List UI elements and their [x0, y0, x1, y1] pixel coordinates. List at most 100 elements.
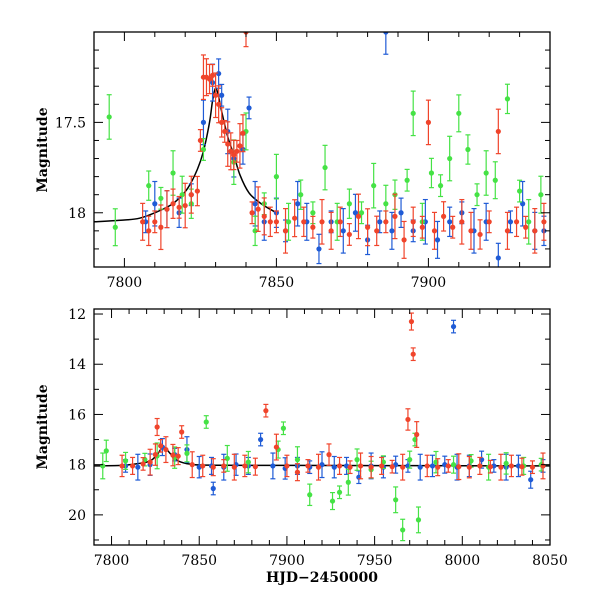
x-tick-label: 8050 — [532, 553, 568, 569]
data-point — [152, 201, 158, 207]
data-point — [245, 459, 251, 465]
bottom-y-tick-labels: 12 14 16 18 20 — [68, 307, 86, 524]
data-point — [340, 228, 346, 234]
data-point — [119, 463, 125, 469]
data-point — [216, 101, 222, 107]
data-point — [477, 231, 483, 238]
data-point — [261, 213, 267, 219]
data-point — [140, 461, 146, 467]
data-point — [146, 183, 152, 189]
data-point — [492, 177, 498, 183]
data-point — [336, 463, 343, 469]
data-point — [152, 219, 158, 225]
data-point — [319, 219, 325, 225]
top-panel: 7800 7850 7900 17.5 18 Magnitude — [35, 31, 551, 291]
y-tick-label: 18 — [68, 206, 86, 222]
series-1 — [100, 415, 544, 542]
data-point — [474, 192, 480, 198]
data-point — [337, 219, 343, 225]
data-point — [468, 228, 474, 234]
y-tick-label: 16 — [68, 407, 86, 423]
data-point — [459, 219, 465, 225]
data-point — [258, 436, 264, 443]
data-point — [428, 170, 435, 176]
data-point — [415, 517, 422, 523]
data-point — [273, 444, 279, 450]
series-1 — [106, 83, 544, 247]
top-data-points-layer — [106, 32, 547, 267]
data-point — [282, 228, 289, 234]
data-point — [252, 228, 258, 234]
data-point — [431, 228, 438, 234]
data-point — [532, 228, 538, 234]
data-point — [310, 224, 316, 230]
x-tick-label: 7850 — [259, 275, 295, 291]
data-point — [203, 419, 209, 425]
data-point — [504, 96, 511, 102]
data-point — [294, 457, 301, 463]
data-point — [477, 463, 483, 469]
data-point — [504, 228, 511, 234]
data-point — [152, 452, 158, 458]
model-curve — [94, 87, 277, 223]
data-point — [176, 204, 182, 210]
bottom-tick-marks — [93, 309, 551, 545]
data-point — [352, 210, 359, 216]
data-point — [326, 452, 332, 458]
data-point — [345, 479, 351, 485]
data-point — [228, 148, 234, 154]
series-2 — [119, 312, 546, 482]
x-tick-label: 8000 — [444, 553, 480, 569]
data-point — [419, 224, 425, 230]
data-point — [210, 464, 216, 470]
bottom-x-axis-label: HJD−2450000 — [266, 570, 378, 586]
data-point — [355, 213, 362, 219]
data-point — [210, 485, 216, 492]
data-point — [263, 408, 269, 414]
data-point — [495, 255, 501, 261]
top-model-curve-layer — [94, 87, 277, 223]
bottom-model-curve-layer — [94, 446, 550, 467]
data-point — [221, 463, 227, 469]
y-tick-label: 12 — [68, 307, 86, 323]
data-point — [450, 462, 457, 468]
data-point — [498, 464, 504, 470]
data-point — [231, 152, 237, 158]
series-2 — [140, 32, 547, 259]
data-point — [441, 213, 447, 219]
data-point — [280, 425, 287, 431]
data-point — [400, 527, 406, 533]
data-point — [487, 464, 493, 470]
data-point — [158, 224, 164, 230]
x-tick-label: 7800 — [107, 275, 143, 291]
data-point — [508, 463, 515, 469]
data-point — [519, 464, 525, 470]
data-point — [310, 210, 316, 216]
data-point — [389, 228, 395, 234]
data-point — [331, 464, 337, 470]
data-point — [135, 464, 141, 470]
bottom-plot-frame — [93, 308, 551, 546]
data-point — [435, 464, 441, 470]
data-point — [377, 219, 383, 225]
x-tick-label: 7950 — [357, 553, 393, 569]
data-point — [374, 228, 380, 234]
data-point — [368, 464, 374, 470]
data-point — [410, 110, 416, 116]
data-point — [408, 318, 415, 325]
bottom-panel: 7800 7850 7900 7950 8000 8050 12 14 16 18 20 Magn… — [35, 307, 568, 586]
data-point — [437, 183, 444, 189]
data-point — [503, 460, 509, 467]
data-point — [365, 224, 371, 230]
data-point — [182, 202, 188, 209]
top-plot-frame — [93, 31, 551, 268]
x-tick-label: 7800 — [94, 553, 130, 569]
data-point — [507, 219, 514, 225]
data-point — [445, 463, 451, 469]
data-point — [517, 188, 523, 194]
data-point — [400, 464, 406, 470]
data-point — [188, 192, 194, 198]
data-point — [242, 463, 248, 469]
data-point — [158, 443, 164, 449]
data-point — [417, 464, 423, 470]
